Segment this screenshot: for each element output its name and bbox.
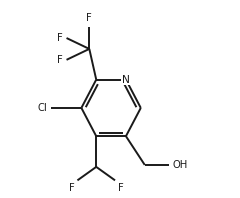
Text: F: F [118,183,124,193]
Text: N: N [122,75,130,85]
Text: F: F [57,33,63,43]
Text: Cl: Cl [38,103,48,113]
Text: F: F [57,55,63,65]
Text: F: F [86,13,92,23]
Text: OH: OH [173,160,188,170]
Text: F: F [69,183,74,193]
